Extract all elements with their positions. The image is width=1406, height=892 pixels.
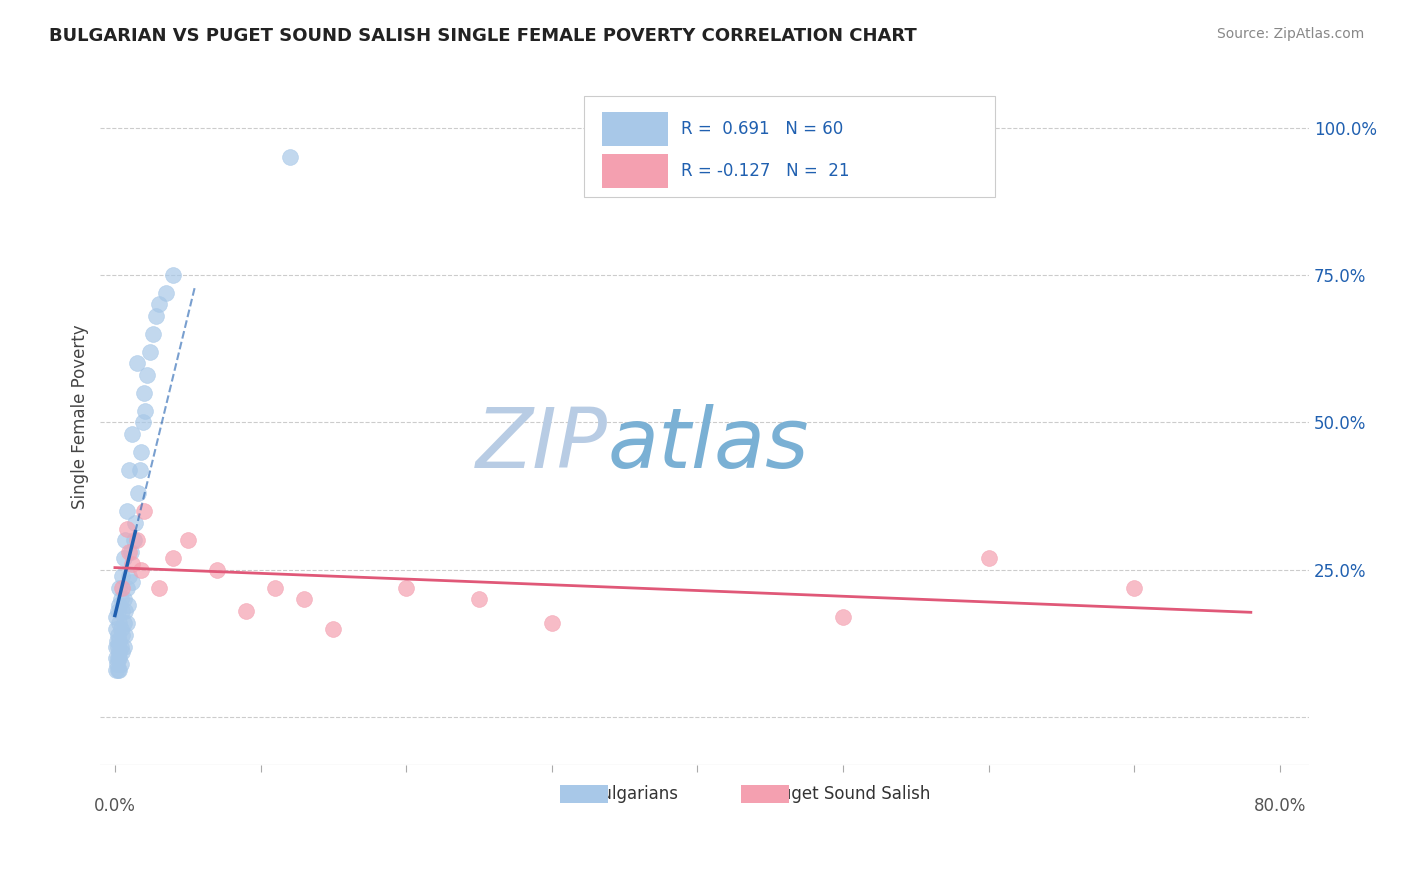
Point [115, 615, 138, 630]
Point [139, 344, 162, 359]
Bar [741, 786, 789, 803]
Point [136, 368, 159, 383]
Point [107, 640, 129, 654]
Point [832, 610, 855, 624]
Point [105, 651, 128, 665]
Text: atlas: atlas [607, 404, 810, 485]
Point [112, 615, 135, 630]
Point [134, 403, 156, 417]
Point [132, 504, 155, 518]
Point [111, 581, 134, 595]
Bar [560, 786, 607, 803]
Point [121, 574, 143, 589]
Point [108, 581, 131, 595]
Point [131, 416, 153, 430]
Point [540, 615, 562, 630]
Point [117, 599, 139, 613]
Point [112, 592, 135, 607]
Point [110, 592, 132, 607]
Y-axis label: Single Female Poverty: Single Female Poverty [72, 324, 89, 508]
Point [129, 563, 152, 577]
Point [148, 297, 170, 311]
Point [107, 663, 129, 677]
Bar [602, 112, 668, 145]
Point [162, 268, 184, 282]
Point [108, 663, 131, 677]
Point [132, 386, 155, 401]
Point [111, 628, 134, 642]
Point [205, 563, 228, 577]
Point [120, 545, 142, 559]
Point [107, 604, 129, 618]
Point [177, 533, 200, 548]
Point [121, 427, 143, 442]
Point [107, 628, 129, 642]
Bar [602, 154, 668, 187]
Text: 80.0%: 80.0% [1254, 797, 1306, 815]
Point [108, 599, 131, 613]
Point [114, 604, 136, 618]
Point [118, 569, 141, 583]
Point [107, 645, 129, 659]
Point [235, 604, 257, 618]
Point [105, 622, 128, 636]
Point [107, 651, 129, 665]
Text: R = -0.127   N =  21: R = -0.127 N = 21 [681, 161, 849, 180]
Point [105, 633, 128, 648]
Point [118, 462, 141, 476]
Text: Puget Sound Salish: Puget Sound Salish [772, 785, 931, 803]
Text: Bulgarians: Bulgarians [591, 785, 678, 803]
Point [114, 533, 136, 548]
Point [111, 604, 134, 618]
Point [115, 581, 138, 595]
Point [395, 581, 418, 595]
Point [114, 628, 136, 642]
Point [125, 356, 148, 370]
Point [105, 657, 128, 672]
Point [112, 551, 135, 566]
Point [105, 610, 128, 624]
Point [115, 522, 138, 536]
Point [115, 504, 138, 518]
Point [105, 663, 128, 677]
Point [118, 545, 141, 559]
Point [278, 150, 301, 164]
Text: ZIP: ZIP [477, 404, 607, 485]
Point [121, 557, 143, 571]
Point [124, 516, 146, 530]
Point [108, 615, 131, 630]
Text: Source: ZipAtlas.com: Source: ZipAtlas.com [1216, 27, 1364, 41]
Point [122, 533, 145, 548]
Point [468, 592, 491, 607]
Text: R =  0.691   N = 60: R = 0.691 N = 60 [681, 120, 842, 138]
Point [145, 310, 167, 324]
Point [264, 581, 287, 595]
Text: BULGARIAN VS PUGET SOUND SALISH SINGLE FEMALE POVERTY CORRELATION CHART: BULGARIAN VS PUGET SOUND SALISH SINGLE F… [49, 27, 917, 45]
Point [155, 285, 177, 300]
Point [112, 640, 135, 654]
FancyBboxPatch shape [583, 96, 995, 197]
Point [292, 592, 315, 607]
Point [111, 569, 134, 583]
Text: 0.0%: 0.0% [94, 797, 136, 815]
Point [977, 551, 1000, 566]
Point [128, 462, 150, 476]
Point [108, 651, 131, 665]
Point [110, 640, 132, 654]
Point [322, 622, 344, 636]
Point [1123, 581, 1146, 595]
Point [162, 551, 184, 566]
Point [142, 326, 165, 341]
Point [129, 445, 152, 459]
Point [148, 581, 170, 595]
Point [110, 657, 132, 672]
Point [110, 622, 132, 636]
Point [125, 533, 148, 548]
Point [108, 633, 131, 648]
Point [111, 645, 134, 659]
Point [127, 486, 149, 500]
Point [105, 640, 128, 654]
